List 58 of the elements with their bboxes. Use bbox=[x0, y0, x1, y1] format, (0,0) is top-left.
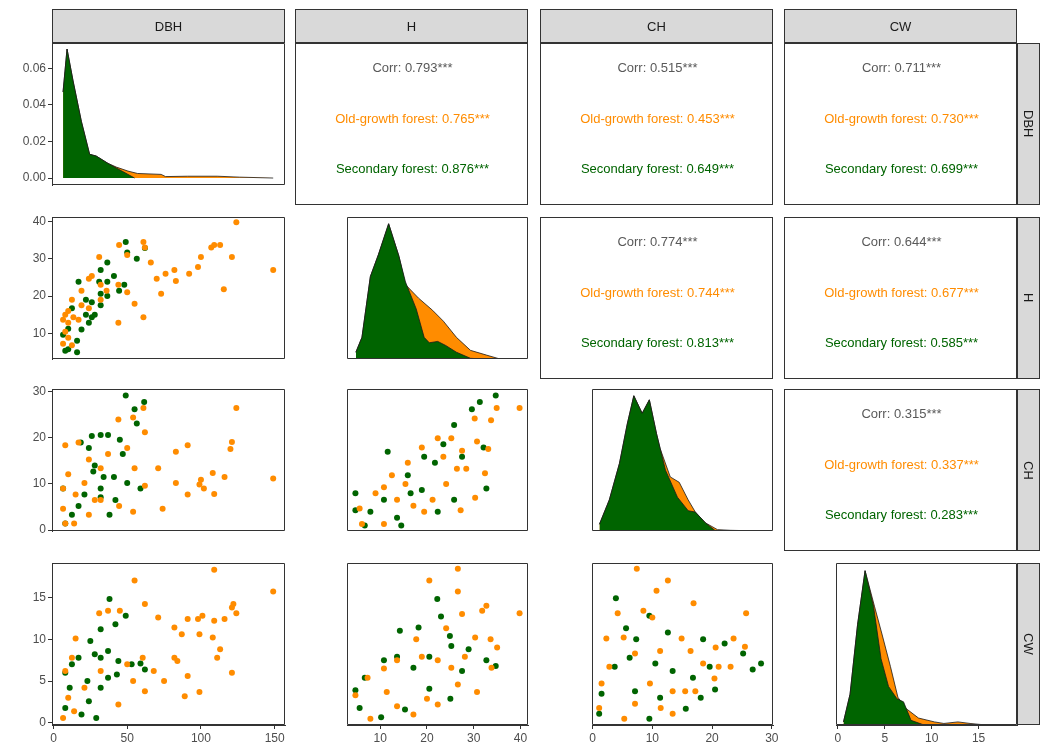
x-tick-label: 100 bbox=[190, 730, 212, 745]
x-tick-label: 10 bbox=[645, 730, 660, 745]
text: Old-growth forest: 0.765*** bbox=[334, 110, 491, 126]
x-tick-label: 30 bbox=[765, 730, 779, 745]
text: H bbox=[1017, 217, 1040, 379]
x-tick-label: 0 bbox=[50, 730, 58, 745]
x-tick-label: 0 bbox=[834, 730, 842, 745]
y-tick-label: 0.00 bbox=[22, 170, 47, 185]
y2-axis-title: CW bbox=[1017, 563, 1040, 725]
text: Secondary forest: 0.649*** bbox=[579, 160, 736, 176]
text: Secondary forest: 0.876*** bbox=[334, 160, 491, 176]
x-tick-label: 20 bbox=[420, 730, 434, 745]
text: Corr: 0.711*** bbox=[860, 60, 943, 76]
text: Corr: 0.315*** bbox=[860, 406, 943, 422]
text: DBH bbox=[1017, 43, 1040, 205]
text: CH bbox=[1017, 389, 1040, 551]
y-tick-label: 10 bbox=[32, 476, 47, 491]
x-tick-label: 40 bbox=[513, 730, 528, 745]
y-tick-label: 30 bbox=[32, 251, 47, 266]
text: CW bbox=[784, 9, 1017, 43]
text: Old-growth forest: 0.337*** bbox=[823, 456, 980, 472]
text: Corr: 0.515*** bbox=[616, 60, 699, 76]
x-tick-label: 10 bbox=[373, 730, 388, 745]
y-tick-label: 20 bbox=[32, 430, 47, 445]
y-tick-label: 0.02 bbox=[22, 133, 47, 148]
y-tick-label: 10 bbox=[32, 325, 47, 340]
text: Corr: 0.793*** bbox=[371, 60, 454, 76]
text: Corr: 0.774*** bbox=[616, 234, 699, 250]
x-tick-label: 30 bbox=[467, 730, 481, 745]
x-tick-label: 150 bbox=[264, 730, 286, 745]
y-tick-label: 40 bbox=[32, 213, 47, 228]
text: Corr: 0.644*** bbox=[860, 234, 943, 250]
text: Secondary forest: 0.585*** bbox=[823, 334, 980, 350]
x-tick-label: 0 bbox=[589, 730, 597, 745]
y-tick-label: 30 bbox=[32, 384, 47, 399]
y-tick-label: 0.06 bbox=[22, 60, 47, 75]
x-tick-label: 10 bbox=[924, 730, 939, 745]
text: Old-growth forest: 0.677*** bbox=[823, 284, 980, 300]
x-tick-label: 50 bbox=[120, 730, 135, 745]
text: Secondary forest: 0.699*** bbox=[823, 160, 980, 176]
text: H bbox=[295, 9, 528, 43]
text: Secondary forest: 0.813*** bbox=[579, 334, 736, 350]
x-tick-label: 5 bbox=[881, 730, 889, 745]
text: Old-growth forest: 0.453*** bbox=[579, 110, 736, 126]
y-tick-label: 20 bbox=[32, 288, 47, 303]
y-tick-label: 15 bbox=[32, 589, 47, 604]
text: CH bbox=[540, 9, 773, 43]
text: Old-growth forest: 0.730*** bbox=[823, 110, 980, 126]
x-tick-label: 15 bbox=[971, 730, 986, 745]
text: Secondary forest: 0.283*** bbox=[823, 506, 980, 522]
x-tick-label: 20 bbox=[705, 730, 720, 745]
y-tick-label: 0 bbox=[39, 715, 47, 730]
y-tick-label: 0.04 bbox=[22, 97, 47, 112]
y-tick-label: 10 bbox=[32, 631, 47, 646]
chart-title: DBH bbox=[52, 9, 285, 43]
text: Old-growth forest: 0.744*** bbox=[579, 284, 736, 300]
y-tick-label: 5 bbox=[39, 673, 47, 688]
y-tick-label: 0 bbox=[39, 522, 47, 537]
